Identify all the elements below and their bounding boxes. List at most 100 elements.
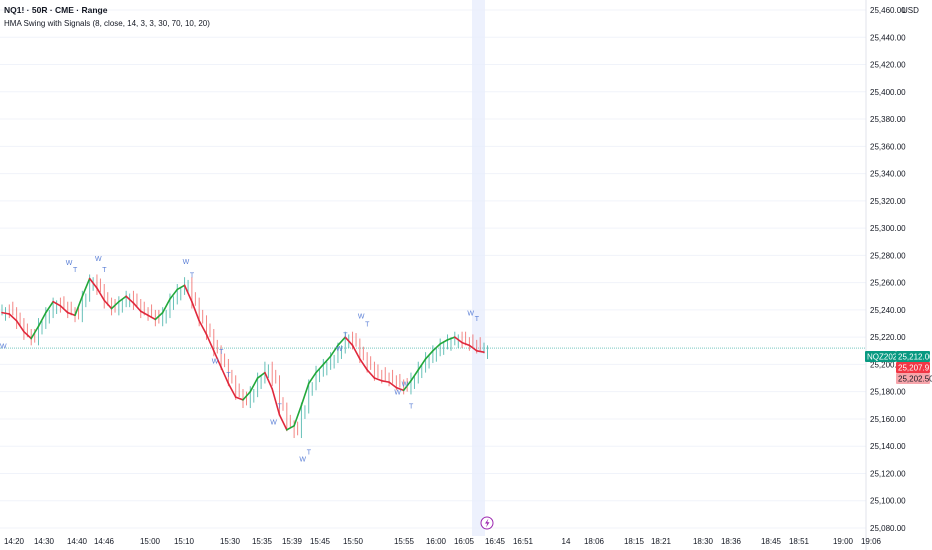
hma-segment xyxy=(300,382,310,407)
signal-label: T xyxy=(365,322,370,329)
time-tick-label: 15:30 xyxy=(220,537,241,546)
chart-legend[interactable]: NQ1! · 50R · CME · Range HMA Swing with … xyxy=(4,4,210,30)
signal-label: W xyxy=(270,420,277,427)
symbol-title[interactable]: NQ1! · 50R · CME · Range xyxy=(4,5,108,15)
mid-price-tag: 25,207.91 xyxy=(898,364,932,373)
price-tick-label: 25,440.00 xyxy=(870,33,906,42)
time-tick-label: 18:36 xyxy=(721,537,742,546)
hma-segment xyxy=(322,355,332,366)
hma-line xyxy=(1,277,485,431)
signal-label: T xyxy=(102,267,107,274)
time-tick-label: 16:51 xyxy=(513,537,534,546)
price-tick-label: 25,380.00 xyxy=(870,115,906,124)
hma-segment xyxy=(88,277,98,289)
price-tick-label: 25,420.00 xyxy=(870,61,906,70)
currency-label[interactable]: USD xyxy=(902,6,919,15)
hma-segment xyxy=(169,288,179,300)
low-price-tag-bg xyxy=(896,373,930,384)
price-tick-label: 25,400.00 xyxy=(870,88,906,97)
time-tick-label: 16:45 xyxy=(485,537,506,546)
signal-label: W xyxy=(95,256,102,263)
hma-segment xyxy=(446,336,456,341)
time-tick-label: 15:35 xyxy=(252,537,273,546)
time-tick-label: 16:00 xyxy=(426,537,447,546)
hma-segment xyxy=(410,369,420,382)
signal-label: T xyxy=(190,272,195,279)
hma-segment xyxy=(315,363,325,374)
hma-segment xyxy=(417,358,427,371)
hma-segment xyxy=(366,369,376,379)
price-bars xyxy=(1,274,488,439)
hma-segment xyxy=(23,330,33,340)
price-tick-label: 25,180.00 xyxy=(870,388,906,397)
signal-label: W xyxy=(183,259,190,266)
signal-label: T xyxy=(73,267,78,274)
hma-segment xyxy=(198,319,208,336)
time-tick-label: 15:00 xyxy=(140,537,161,546)
hma-segment xyxy=(234,396,244,401)
hma-segment xyxy=(475,349,485,353)
hma-segment xyxy=(81,277,91,298)
hma-segment xyxy=(103,299,113,310)
hma-segment xyxy=(74,295,84,317)
time-tick-label: 14 xyxy=(562,537,571,546)
signal-label: W xyxy=(402,382,409,389)
hma-segment xyxy=(110,300,120,310)
signal-label: W xyxy=(336,346,343,353)
time-tick-label: 15:39 xyxy=(282,537,303,546)
signal-label: W xyxy=(358,313,365,320)
time-tick-label: 18:45 xyxy=(761,537,782,546)
price-tick-label: 25,260.00 xyxy=(870,279,906,288)
price-tick-label: 25,300.00 xyxy=(870,224,906,233)
time-tick-label: 18:30 xyxy=(693,537,714,546)
hma-segment xyxy=(256,371,266,379)
signal-label: T xyxy=(307,450,312,457)
time-tick-label: 16:05 xyxy=(454,537,475,546)
time-tick-label: 18:06 xyxy=(584,537,605,546)
hma-segment xyxy=(147,314,157,321)
price-axis[interactable]: 25,460.00 25,440.00 25,420.00 25,400.00 25,3… xyxy=(870,6,906,533)
hma-segment xyxy=(118,295,127,303)
price-tick-label: 25,100.00 xyxy=(870,497,906,506)
symbol-tag-bg xyxy=(865,351,896,362)
price-tick-label: 25,200.00 xyxy=(870,360,906,369)
hma-segment xyxy=(30,325,40,340)
time-tick-label: 18:15 xyxy=(624,537,645,546)
hma-segment xyxy=(402,379,412,392)
price-tick-label: 25,220.00 xyxy=(870,333,906,342)
hma-segment xyxy=(59,305,69,314)
session-highlight xyxy=(472,0,485,536)
price-tick-label: 25,360.00 xyxy=(870,142,906,151)
hma-segment xyxy=(15,319,25,333)
price-tick-label: 25,320.00 xyxy=(870,197,906,206)
hma-segment xyxy=(439,339,449,345)
time-tick-label: 14:20 xyxy=(4,537,25,546)
time-axis[interactable]: 14:20 14:30 14:40 14:46 15:00 15:10 15:30 15:35… xyxy=(4,537,882,546)
price-tick-label: 25,240.00 xyxy=(870,306,906,315)
price-tick-label: 25,160.00 xyxy=(870,415,906,424)
price-tick-label: 25,280.00 xyxy=(870,251,906,260)
time-tick-label: 15:10 xyxy=(174,537,195,546)
hma-segment xyxy=(205,333,215,352)
hma-segment xyxy=(264,371,274,390)
price-tick-label: 25,340.00 xyxy=(870,170,906,179)
last-price-tag-bg xyxy=(896,351,930,362)
indicator-title[interactable]: HMA Swing with Signals (8, close, 14, 3,… xyxy=(4,19,210,28)
lightning-icon[interactable] xyxy=(480,516,494,530)
symbol-tag: NQZ2025 xyxy=(867,353,902,362)
hma-segment xyxy=(337,336,347,347)
hma-segment xyxy=(293,404,303,427)
hma-segment xyxy=(52,300,62,307)
time-tick-label: 14:40 xyxy=(67,537,88,546)
price-tags: NQZ2025 25,212.00 25,207.91 25,202.50 xyxy=(865,351,932,384)
hma-segment xyxy=(249,377,259,393)
hma-segment xyxy=(66,311,76,317)
hma-segment xyxy=(373,377,383,382)
price-tick-label: 25,080.00 xyxy=(870,524,906,533)
price-tick-label: 25,140.00 xyxy=(870,442,906,451)
hma-segment xyxy=(132,302,142,313)
hma-segment xyxy=(161,298,171,314)
hma-segment xyxy=(278,414,288,431)
